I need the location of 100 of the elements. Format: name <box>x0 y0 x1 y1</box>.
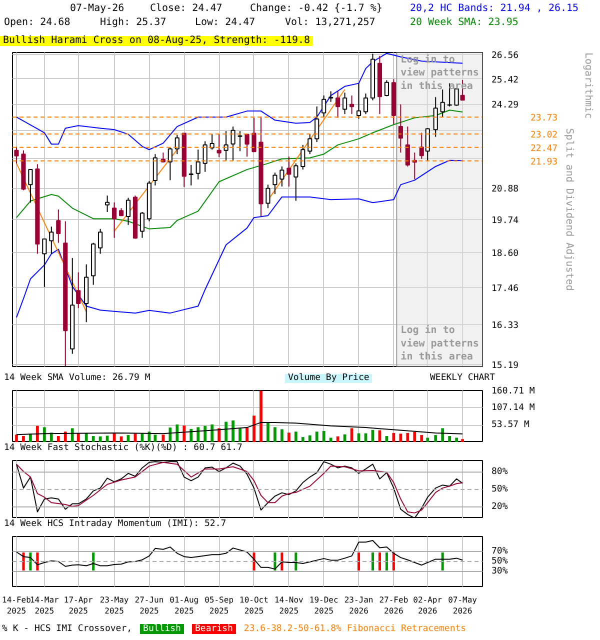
bar <box>182 426 186 442</box>
y-tick-label: 70% <box>492 546 508 556</box>
ref-line-label: 23.02 <box>530 130 558 140</box>
y-tick-label: 80% <box>492 467 508 478</box>
candlestick <box>322 95 326 118</box>
candlestick <box>349 95 354 115</box>
x-tick-label: 10-Oct 2025 <box>240 596 269 616</box>
bar <box>260 390 262 442</box>
bar <box>252 416 256 442</box>
ref-line-label: 22.47 <box>530 144 558 154</box>
x-tick-label: 27-Jun 2025 <box>134 596 164 616</box>
candlestick <box>398 104 403 154</box>
bar <box>280 429 284 442</box>
y-tick-label: 160.71 M <box>492 386 536 396</box>
candlestick <box>188 164 194 186</box>
text: WEEKLY CHART <box>430 373 496 383</box>
candlestick <box>272 172 278 194</box>
bar <box>434 435 438 442</box>
y-tick-label: 24.29 <box>492 100 519 111</box>
text: Vol: 13,271,257 <box>285 17 376 28</box>
x-tick-label: 14-Feb 2025 <box>2 596 32 616</box>
x-tick-label: 17-Apr 2025 <box>64 596 93 616</box>
bar <box>168 428 172 442</box>
candlestick <box>98 228 103 254</box>
bar <box>413 432 416 442</box>
candlestick <box>49 226 54 254</box>
candlestick <box>196 149 200 180</box>
x-tick-label: 14-Nov 2025 <box>274 596 304 616</box>
y-tick-label: 20% <box>492 502 508 512</box>
candlestick <box>328 90 334 102</box>
text: 20,2 HC Bands: 21.94 , 26.15 <box>410 3 579 14</box>
y-tick-label: 20.88 <box>492 184 519 195</box>
x-tick-label: 19-Dec 2025 <box>309 596 338 616</box>
candlestick <box>356 82 362 120</box>
bar <box>224 422 228 442</box>
x-tick-label: 14-Mar 2025 <box>30 596 60 616</box>
bar <box>176 424 179 442</box>
bar <box>301 437 304 442</box>
text: High: 25.37 <box>100 17 166 28</box>
text: Logarithmic <box>582 52 594 119</box>
y-tick-label: 107.14 M <box>492 402 536 413</box>
text: Bullish <box>140 624 184 634</box>
bar <box>70 428 74 442</box>
candlestick <box>294 162 298 202</box>
chart-title: 14 Week HCS Intraday Momentum (IMI): 52.7 <box>4 519 226 529</box>
ref-line-label: 23.73 <box>530 114 558 124</box>
y-tick-label: 19.74 <box>492 216 519 226</box>
candlestick <box>42 238 47 288</box>
y-tick-label: 16.33 <box>492 321 519 332</box>
bar <box>92 436 95 442</box>
x-tick-label: 01-Aug 2025 <box>170 596 199 616</box>
candlestick <box>300 144 306 170</box>
bar <box>232 420 234 442</box>
bar <box>308 435 312 442</box>
y-tick-label: 25.42 <box>492 75 519 86</box>
candlestick <box>405 126 410 167</box>
bar <box>287 432 290 442</box>
candlestick <box>286 156 292 188</box>
candlestick <box>112 202 117 238</box>
candlestick <box>224 130 228 161</box>
candlestick <box>244 134 250 158</box>
candlestick <box>174 134 180 155</box>
bar <box>426 438 430 442</box>
bar <box>15 434 18 442</box>
bar <box>190 428 193 442</box>
bar <box>399 434 402 442</box>
y-tick-label: 53.57 M <box>492 420 530 430</box>
chart-title: 14 Week Fast Stochastic (%K)(%D) : 60.7 61.7 <box>4 443 242 453</box>
bar <box>22 436 25 442</box>
candlestick <box>152 154 158 186</box>
x-tick-label: 05-Sep 2025 <box>204 596 234 616</box>
bar <box>106 436 109 442</box>
text: Close: 24.47 <box>150 3 222 14</box>
bar <box>294 432 298 442</box>
bar <box>448 436 452 442</box>
candlestick <box>140 212 145 238</box>
candlestick <box>202 140 208 172</box>
y-tick-label: 17.46 <box>492 284 519 294</box>
bar <box>420 435 424 442</box>
candlestick <box>280 166 284 188</box>
candlestick <box>440 89 445 118</box>
ref-line-label: 21.93 <box>530 157 558 168</box>
legend-title: % K - HCS IMI Crossover, <box>2 624 132 634</box>
candlestick <box>425 128 430 161</box>
bar <box>461 439 464 442</box>
bar <box>441 428 444 442</box>
line-series <box>16 422 464 436</box>
y-tick-label: 50% <box>492 484 508 494</box>
candlestick <box>28 168 33 204</box>
bar <box>98 436 102 442</box>
bar <box>42 427 46 442</box>
x-tick-label: 02-Apr 2026 <box>413 596 442 616</box>
candlestick <box>238 130 242 152</box>
candlestick <box>14 146 19 164</box>
candlestick <box>419 132 424 160</box>
bar <box>406 432 410 442</box>
bar <box>266 422 270 442</box>
candlestick <box>342 92 348 115</box>
chart-title: 14 Week SMA Volume: 26.79 M <box>4 373 150 383</box>
candlestick <box>314 106 320 142</box>
